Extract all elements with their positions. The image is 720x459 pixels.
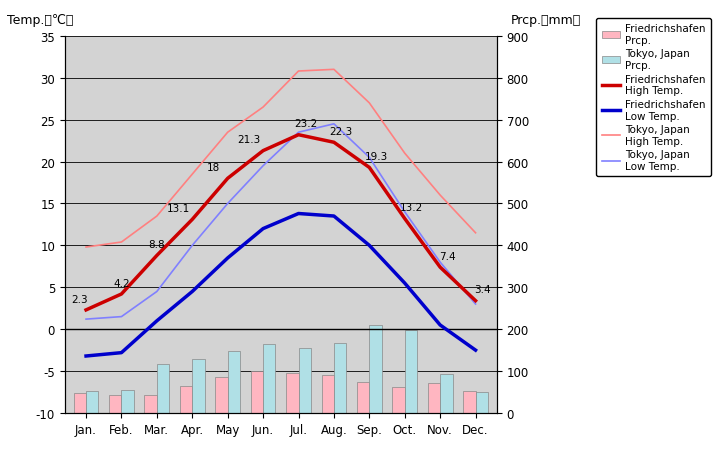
Text: 13.1: 13.1 (167, 204, 190, 213)
Bar (357, 382, 369, 413)
Text: 7.4: 7.4 (438, 251, 456, 261)
Text: 19.3: 19.3 (364, 152, 388, 162)
Bar (157, 364, 169, 413)
Bar (251, 371, 263, 413)
Bar (122, 390, 134, 413)
Text: 3.4: 3.4 (474, 285, 491, 295)
Text: 22.3: 22.3 (329, 127, 353, 137)
Bar (299, 349, 311, 413)
Text: 13.2: 13.2 (400, 203, 423, 213)
Bar (73, 393, 86, 413)
Bar (392, 387, 405, 413)
Bar (109, 395, 122, 413)
Bar (475, 392, 488, 413)
Text: 2.3: 2.3 (71, 294, 87, 304)
Bar (428, 383, 440, 413)
Bar (215, 378, 228, 413)
Text: Temp.（℃）: Temp.（℃） (7, 14, 73, 27)
Bar (322, 375, 334, 413)
Bar (405, 331, 417, 413)
Bar (228, 351, 240, 413)
Bar (86, 392, 99, 413)
Text: 21.3: 21.3 (238, 135, 261, 145)
Bar (463, 392, 475, 413)
Legend: Friedrichshafen
Prcp., Tokyo, Japan
Prcp., Friedrichshafen
High Temp., Friedrich: Friedrichshafen Prcp., Tokyo, Japan Prcp… (596, 19, 711, 177)
Text: 23.2: 23.2 (294, 119, 317, 129)
Bar (286, 373, 299, 413)
Text: Prcp.（mm）: Prcp.（mm） (511, 14, 582, 27)
Text: 8.8: 8.8 (148, 240, 165, 250)
Bar (263, 345, 276, 413)
Text: 18: 18 (207, 162, 220, 173)
Bar (192, 359, 204, 413)
Bar (369, 325, 382, 413)
Text: 4.2: 4.2 (113, 278, 130, 288)
Bar (334, 343, 346, 413)
Bar (180, 386, 192, 413)
Bar (440, 374, 453, 413)
Bar (145, 395, 157, 413)
